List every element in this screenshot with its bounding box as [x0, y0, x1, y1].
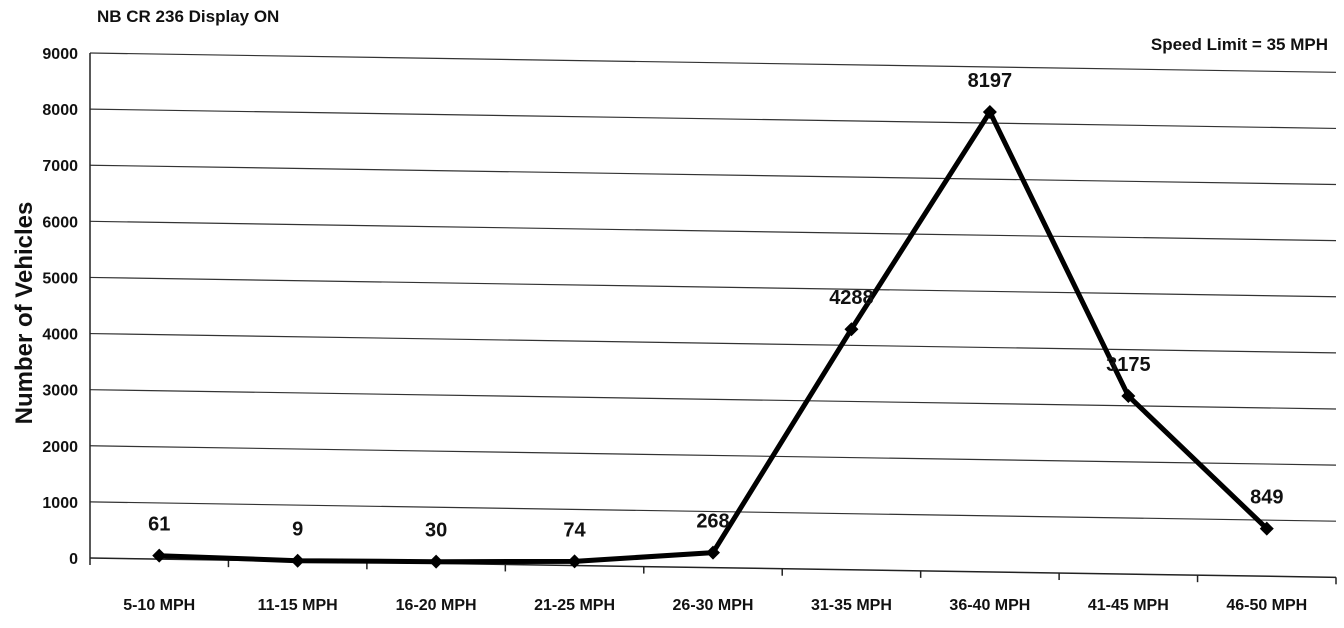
gridline: [89, 164, 1337, 186]
data-point-marker: [152, 548, 167, 563]
y-tick-label: 7000: [42, 158, 78, 175]
data-label: 8197: [968, 70, 1013, 92]
gridline: [89, 501, 1337, 522]
data-label: 61: [148, 514, 170, 536]
marker-layer: [152, 105, 1274, 569]
x-tick-label: 11-15 MPH: [258, 597, 338, 614]
gridline: [89, 52, 1337, 73]
speed-limit-note: Speed Limit = 35 MPH: [1151, 35, 1328, 54]
data-label: 74: [563, 519, 586, 541]
y-tick-label: 9000: [42, 46, 78, 63]
data-label: 30: [425, 520, 447, 542]
y-tick-labels: 0 1000 2000 3000 4000 5000 6000 7000 8000 9000: [42, 46, 78, 568]
data-point-marker: [429, 554, 444, 569]
x-tick-label: 21-25 MPH: [534, 597, 615, 614]
data-point-marker: [290, 553, 305, 568]
data-label: 9: [292, 519, 303, 541]
y-tick-label: 6000: [42, 214, 78, 231]
data-point-marker: [1259, 521, 1274, 536]
x-tick-label: 46-50 MPH: [1226, 597, 1307, 614]
data-point-marker: [567, 554, 582, 569]
data-label: 268: [696, 511, 729, 533]
gridline: [89, 389, 1337, 410]
gridline: [89, 332, 1337, 354]
x-tick-label: 41-45 MPH: [1088, 597, 1169, 614]
gridline: [89, 445, 1337, 466]
data-label: 3175: [1106, 354, 1151, 376]
data-label: 849: [1250, 487, 1283, 509]
data-label-layer: 61 9 30 74 268 4288 8197 3175 849: [148, 70, 1283, 542]
gridline: [89, 108, 1337, 130]
data-point-marker: [844, 322, 859, 337]
x-tick-label: 31-35 MPH: [811, 597, 892, 614]
y-tick-label: 3000: [42, 383, 78, 400]
gridline: [89, 276, 1337, 298]
y-tick-label: 1000: [42, 495, 78, 512]
y-tick-label: 8000: [42, 102, 78, 119]
grid-layer: [89, 52, 1337, 579]
chart-title: NB CR 236 Display ON: [97, 7, 279, 26]
x-tick-label: 36-40 MPH: [949, 597, 1030, 614]
y-tick-label: 4000: [42, 327, 78, 344]
y-tick-label: 0: [69, 551, 78, 568]
x-tick-label: 26-30 MPH: [673, 597, 754, 614]
data-label: 4288: [829, 287, 874, 309]
y-tick-label: 2000: [42, 439, 78, 456]
data-point-marker: [982, 105, 997, 120]
x-tick-label: 5-10 MPH: [123, 597, 195, 614]
gridline: [89, 220, 1337, 242]
y-tick-label: 5000: [42, 270, 78, 287]
y-axis-label: Number of Vehicles: [11, 202, 38, 425]
x-tick-labels: 5-10 MPH 11-15 MPH 16-20 MPH 21-25 MPH 26-30…: [123, 597, 1307, 614]
x-tick-label: 16-20 MPH: [396, 597, 477, 614]
data-point-marker: [1121, 388, 1136, 403]
data-point-marker: [706, 545, 720, 560]
